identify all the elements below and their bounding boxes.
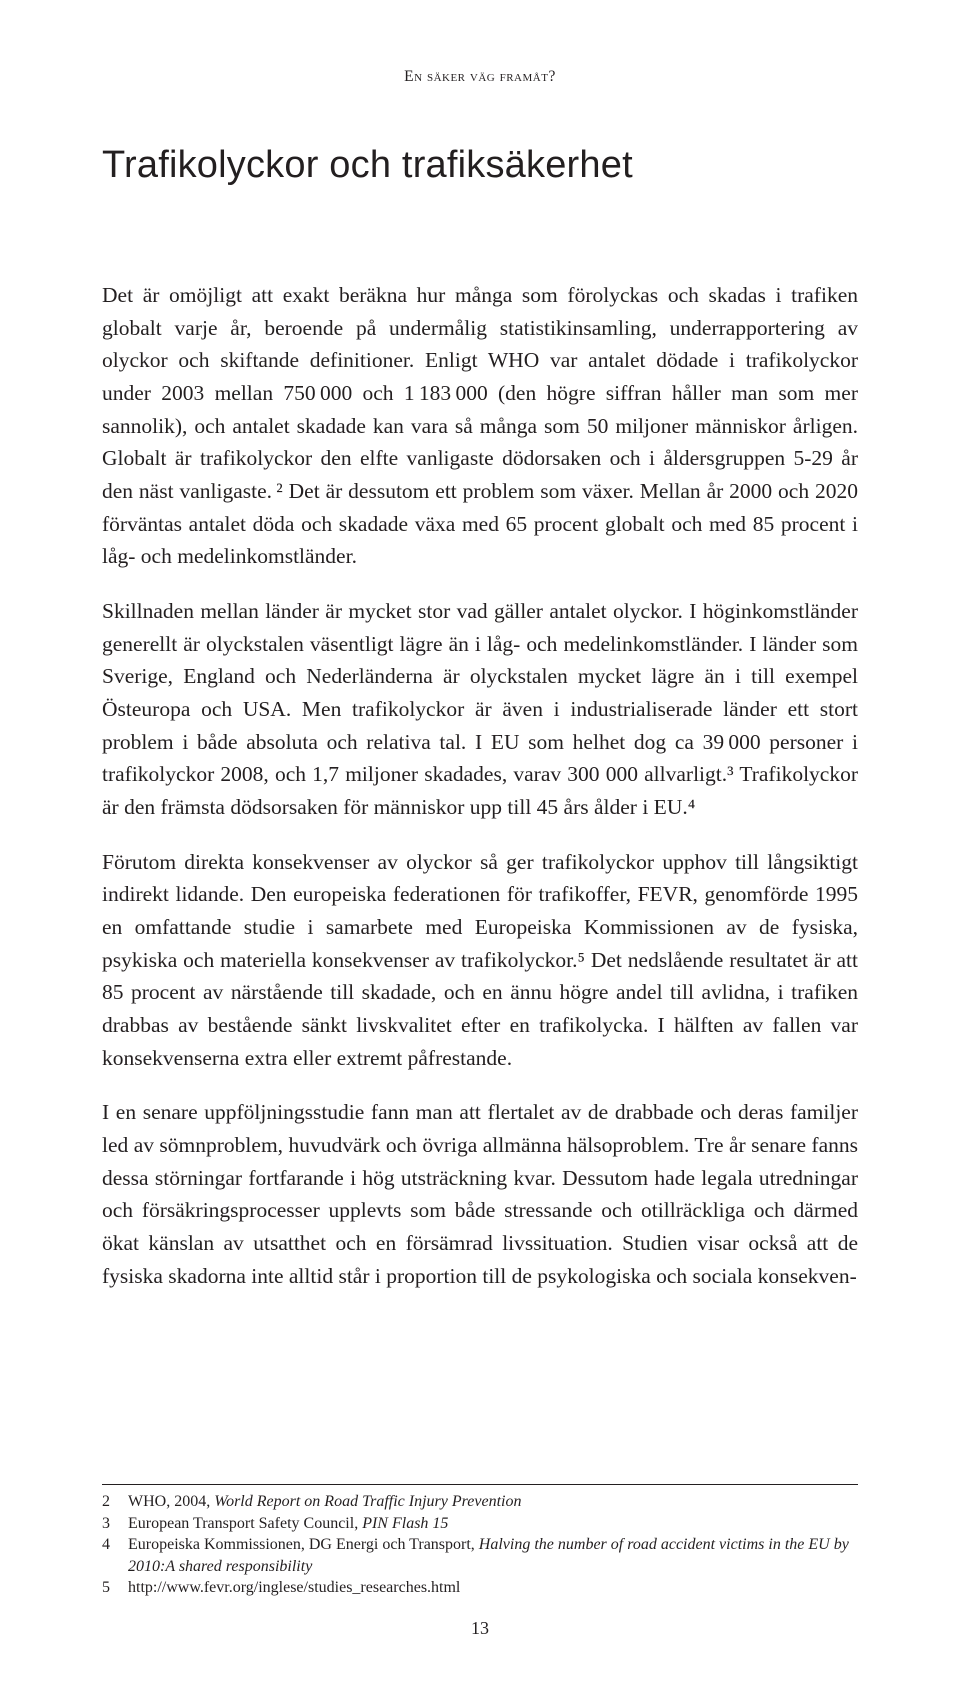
footnote-text: http://www.fevr.org/inglese/studies_rese… (128, 1577, 858, 1599)
footnote-text-plain: WHO, 2004, (128, 1493, 214, 1510)
page-number: 13 (0, 1618, 960, 1639)
chapter-title: Trafikolyckor och trafiksäkerhet (102, 144, 858, 187)
footnote-text: European Transport Safety Council, PIN F… (128, 1513, 858, 1535)
footnote-number: 3 (102, 1513, 128, 1535)
paragraph: Förutom direkta konsekvenser av olyckor … (102, 846, 858, 1075)
footnote-number: 5 (102, 1577, 128, 1599)
footnote-text-italic: PIN Flash 15 (362, 1515, 448, 1532)
footnote: 4 Europeiska Kommissionen, DG Energi och… (102, 1534, 858, 1577)
footnote-text-plain: Europeiska Kommissionen, DG Energi och T… (128, 1536, 479, 1553)
footnote-number: 4 (102, 1534, 128, 1577)
footnote-text-italic: World Report on Road Traffic Injury Prev… (214, 1493, 521, 1510)
paragraph: Skillnaden mellan länder är mycket stor … (102, 595, 858, 824)
footnote-text-plain: European Transport Safety Council, (128, 1515, 362, 1532)
footnote: 5 http://www.fevr.org/inglese/studies_re… (102, 1577, 858, 1599)
footnote-text: WHO, 2004, World Report on Road Traffic … (128, 1491, 858, 1513)
running-head: en säker väg framåt? (102, 68, 858, 86)
footnote: 2 WHO, 2004, World Report on Road Traffi… (102, 1491, 858, 1513)
footnotes: 2 WHO, 2004, World Report on Road Traffi… (102, 1484, 858, 1599)
body-text: Det är omöjligt att exakt beräkna hur må… (102, 279, 858, 1292)
footnote-number: 2 (102, 1491, 128, 1513)
footnote: 3 European Transport Safety Council, PIN… (102, 1513, 858, 1535)
footnote-text: Europeiska Kommissionen, DG Energi och T… (128, 1534, 858, 1577)
paragraph: I en senare uppföljningsstudie fann man … (102, 1096, 858, 1292)
paragraph: Det är omöjligt att exakt beräkna hur må… (102, 279, 858, 573)
